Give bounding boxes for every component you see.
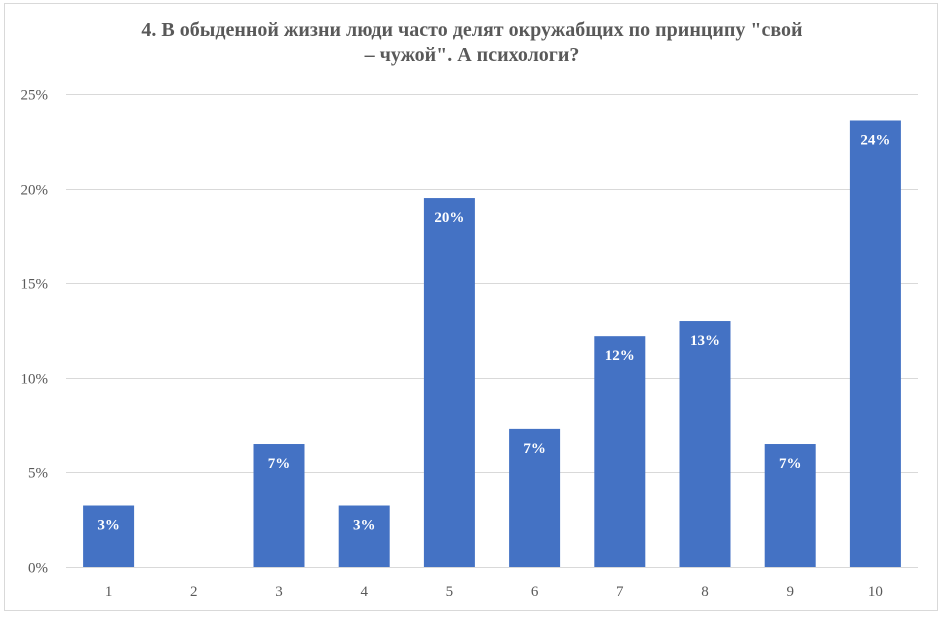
chart-title-line-1: 4. В обыденной жизни люди часто делят ок…	[141, 19, 803, 41]
y-tick-label-3: 15%	[21, 277, 49, 293]
data-label-6: 7%	[523, 441, 546, 457]
x-tick-label-9: 9	[786, 584, 794, 600]
bar-3	[253, 444, 305, 567]
chart-title-line-2: – чужой". А психологи?	[364, 44, 580, 66]
data-label-5: 20%	[434, 210, 464, 226]
bars	[83, 120, 901, 567]
data-label-7: 12%	[605, 348, 635, 364]
y-tick-label-2: 10%	[21, 372, 49, 388]
data-label-1: 3%	[97, 518, 120, 534]
y-tick-label-4: 20%	[21, 183, 49, 199]
data-label-9: 7%	[779, 456, 802, 472]
data-label-4: 3%	[353, 518, 376, 534]
bar-8	[679, 321, 731, 567]
x-tick-label-2: 2	[190, 584, 198, 600]
y-tick-label-5: 25%	[21, 88, 49, 104]
x-tick-label-3: 3	[275, 584, 283, 600]
y-tick-label-1: 5%	[28, 466, 48, 482]
data-label-8: 13%	[690, 333, 720, 349]
x-tick-label-1: 1	[105, 584, 113, 600]
gridlines	[66, 94, 918, 568]
bar-7	[594, 336, 646, 567]
x-tick-label-7: 7	[616, 584, 624, 600]
x-tick-label-4: 4	[360, 584, 368, 600]
bar-9	[764, 444, 816, 567]
bar-6	[509, 428, 561, 567]
bar-1	[83, 505, 135, 567]
y-axis-ticks: 0% 5% 10% 15% 20% 25%	[21, 88, 49, 577]
data-label-10: 24%	[860, 132, 890, 148]
data-labels: 3% 7% 3% 20% 7% 12% 13% 7% 24%	[97, 132, 890, 533]
x-tick-label-6: 6	[531, 584, 539, 600]
chart-title: 4. В обыденной жизни люди часто делят ок…	[0, 18, 944, 68]
x-tick-label-8: 8	[701, 584, 709, 600]
bar-5	[423, 198, 475, 567]
bar-10	[849, 120, 901, 567]
x-tick-label-10: 10	[868, 584, 883, 600]
bar-4	[338, 505, 390, 567]
y-tick-label-0: 0%	[28, 561, 48, 577]
x-tick-label-5: 5	[446, 584, 454, 600]
data-label-3: 7%	[268, 456, 291, 472]
x-axis-ticks: 1 2 3 4 5 6 7 8 9 10	[105, 584, 883, 600]
